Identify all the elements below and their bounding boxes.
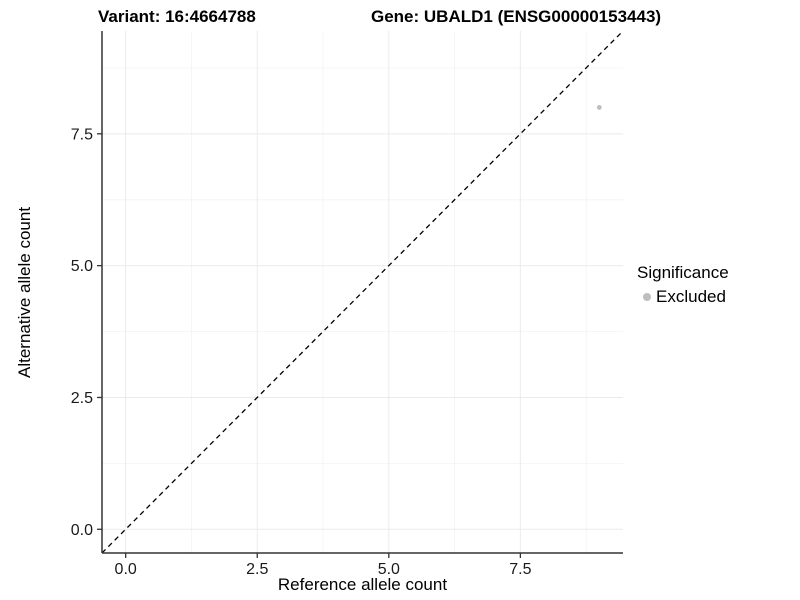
legend-title: Significance: [637, 263, 729, 282]
y-tick-label: 7.5: [71, 126, 93, 143]
y-tick-label: 0.0: [71, 522, 93, 539]
variant-title: Variant: 16:4664788: [98, 7, 256, 26]
y-axis-title: Alternative allele count: [15, 206, 34, 378]
legend: Significance Excluded: [637, 263, 729, 307]
legend-item-excluded: Excluded: [643, 287, 729, 307]
legend-point-icon: [643, 293, 651, 301]
y-tick-label: 5.0: [71, 258, 93, 275]
identity-line: [101, 30, 624, 554]
legend-item-label: Excluded: [656, 287, 726, 306]
data-point: [596, 105, 602, 110]
x-tick-label: 5.0: [378, 561, 400, 578]
x-tick-label: 0.0: [115, 561, 137, 578]
x-tick-label: 7.5: [509, 561, 531, 578]
gene-title: Gene: UBALD1 (ENSG00000153443): [371, 7, 662, 26]
x-tick-label: 2.5: [246, 561, 268, 578]
y-tick-label: 2.5: [71, 390, 93, 407]
x-axis-title: Reference allele count: [277, 575, 448, 594]
